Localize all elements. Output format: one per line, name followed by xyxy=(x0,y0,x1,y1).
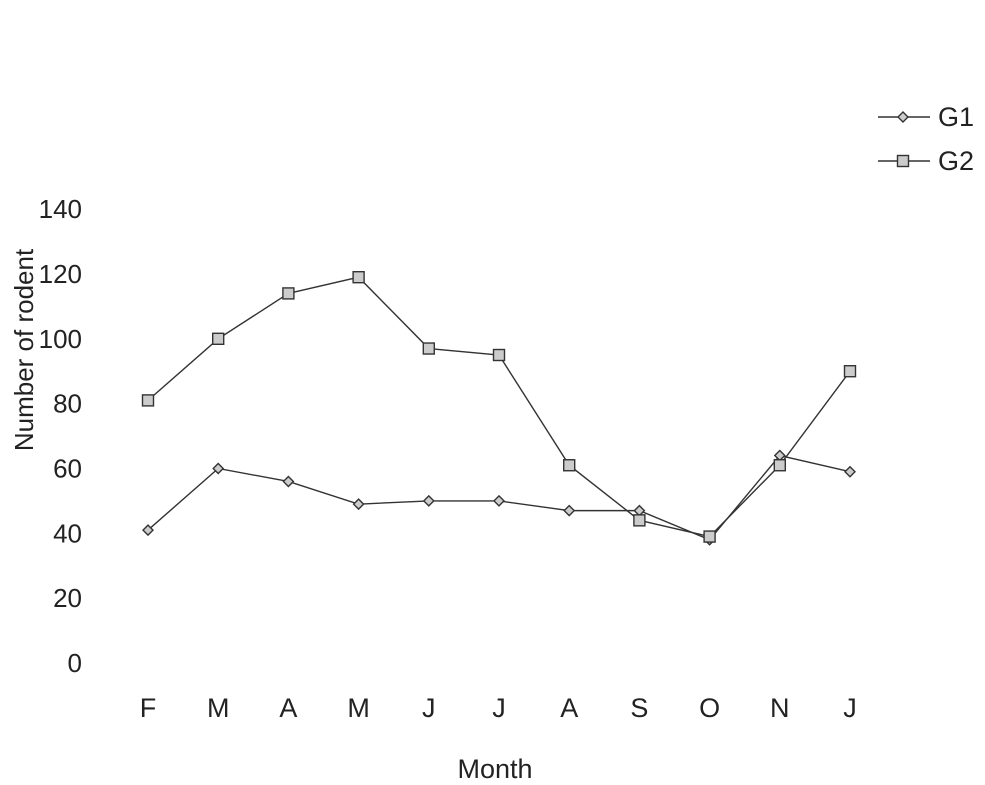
data-point xyxy=(282,287,295,300)
legend-label: G2 xyxy=(938,146,974,176)
y-tick-label: 60 xyxy=(53,453,82,483)
data-point xyxy=(703,530,716,543)
data-point xyxy=(843,365,857,378)
plot-area xyxy=(141,271,857,546)
data-point xyxy=(422,342,435,355)
data-point xyxy=(352,498,365,511)
x-tick-label: A xyxy=(560,693,578,723)
legend-item-g2: G2 xyxy=(878,146,974,176)
x-tick-label: J xyxy=(843,693,857,723)
x-tick-label: M xyxy=(347,693,370,723)
data-point xyxy=(563,504,576,517)
x-tick-label: J xyxy=(492,693,506,723)
data-point xyxy=(633,514,646,527)
data-point xyxy=(282,475,295,488)
data-point xyxy=(211,332,225,345)
data-point xyxy=(633,504,646,517)
y-tick-label: 0 xyxy=(68,648,82,678)
legend-item-g1: G1 xyxy=(878,102,974,132)
y-axis-ticks: 0 20 40 60 80 100 120 140 xyxy=(39,194,82,678)
legend-marker xyxy=(896,154,910,168)
x-tick-label: N xyxy=(770,693,790,723)
y-tick-label: 100 xyxy=(39,324,82,354)
y-tick-label: 20 xyxy=(53,583,82,613)
data-point xyxy=(352,271,365,284)
y-tick-label: 80 xyxy=(53,389,82,419)
data-point xyxy=(563,459,576,472)
data-point xyxy=(492,348,506,362)
series-g2 xyxy=(141,271,857,543)
x-tick-label: J xyxy=(422,693,436,723)
data-point xyxy=(212,462,225,475)
y-tick-label: 140 xyxy=(39,194,82,224)
y-tick-label: 120 xyxy=(39,259,82,289)
y-axis-label: Number of rodent xyxy=(9,248,39,451)
data-point xyxy=(142,524,154,537)
x-tick-label: S xyxy=(630,693,648,723)
data-point xyxy=(422,494,435,507)
y-tick-label: 40 xyxy=(53,518,82,548)
data-point xyxy=(493,494,505,507)
legend-label: G1 xyxy=(938,102,974,132)
legend-marker xyxy=(897,111,909,123)
x-axis-label: Month xyxy=(457,754,532,784)
x-tick-label: M xyxy=(207,693,230,723)
x-tick-label: A xyxy=(279,693,297,723)
data-point xyxy=(844,465,856,478)
x-tick-label: O xyxy=(699,693,720,723)
data-point xyxy=(773,459,786,472)
data-point xyxy=(141,394,155,407)
x-tick-label: F xyxy=(140,693,157,723)
